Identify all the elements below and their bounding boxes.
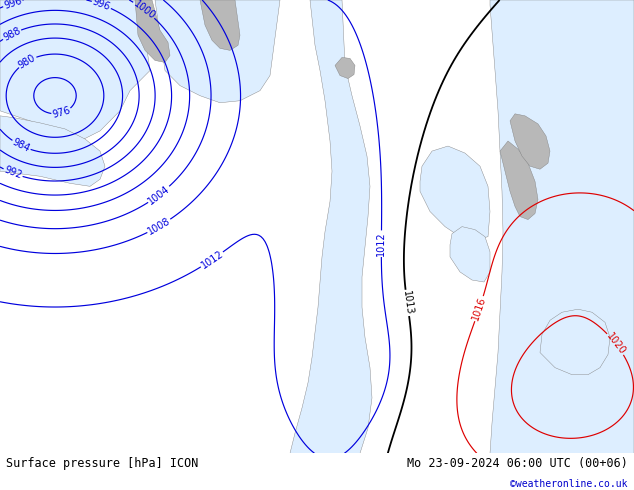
Polygon shape [155,0,280,103]
Polygon shape [200,0,240,50]
Polygon shape [335,57,355,78]
Polygon shape [0,0,150,141]
Text: 1012: 1012 [199,248,225,270]
Polygon shape [510,114,550,169]
Text: 984: 984 [11,137,32,154]
Polygon shape [290,0,372,453]
Text: 1004: 1004 [146,183,172,206]
Text: Mo 23-09-2024 06:00 UTC (00+06): Mo 23-09-2024 06:00 UTC (00+06) [407,457,628,469]
Text: 976: 976 [51,105,72,120]
Text: 1020: 1020 [604,331,627,357]
Polygon shape [450,226,490,282]
Text: 980: 980 [16,52,37,71]
Text: 1016: 1016 [470,295,488,322]
Text: ©weatheronline.co.uk: ©weatheronline.co.uk [510,479,628,489]
Text: 996: 996 [91,0,112,12]
Polygon shape [500,141,538,220]
Text: 988: 988 [1,25,22,43]
Text: 1013: 1013 [401,290,414,316]
Polygon shape [420,146,490,240]
Text: 1008: 1008 [146,216,172,237]
Text: 1012: 1012 [377,231,387,256]
Text: 1000: 1000 [131,0,157,21]
Text: Surface pressure [hPa] ICON: Surface pressure [hPa] ICON [6,457,198,469]
Polygon shape [135,0,170,62]
Polygon shape [540,309,610,375]
Polygon shape [490,0,634,453]
Text: 992: 992 [3,165,23,181]
Polygon shape [0,116,105,186]
Text: 996: 996 [3,0,23,11]
